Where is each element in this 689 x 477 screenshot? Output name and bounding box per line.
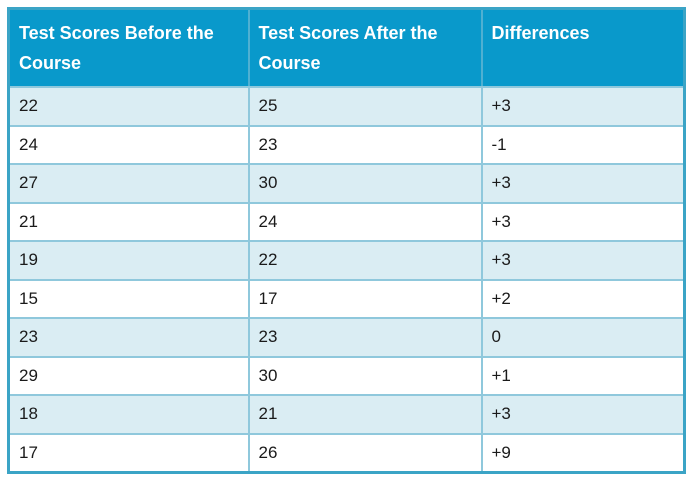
cell-after-score: 24: [247, 201, 483, 242]
cell-before-score: 17: [7, 432, 250, 473]
cell-before-score: 15: [7, 278, 250, 319]
cell-difference: 0: [480, 317, 686, 358]
cell-after-score: 26: [247, 432, 483, 473]
cell-before-score: 19: [7, 240, 250, 281]
cell-after-score: 23: [247, 317, 483, 358]
table-row: 18 21 +3: [7, 394, 686, 435]
cell-after-score: 30: [247, 163, 483, 204]
cell-difference: +9: [480, 432, 686, 473]
column-header-after-scores: Test Scores After the Course: [247, 7, 483, 88]
cell-difference: +3: [480, 394, 686, 435]
scores-table: Test Scores Before the Course Test Score…: [7, 7, 686, 474]
cell-difference: +3: [480, 163, 686, 204]
table-row: 22 25 +3: [7, 86, 686, 127]
table-row: 24 23 -1: [7, 124, 686, 165]
table-row: 21 24 +3: [7, 201, 686, 242]
cell-difference: +3: [480, 86, 686, 127]
cell-after-score: 22: [247, 240, 483, 281]
header-row: Test Scores Before the Course Test Score…: [7, 7, 686, 88]
test-scores-table: Test Scores Before the Course Test Score…: [7, 7, 686, 474]
cell-before-score: 18: [7, 394, 250, 435]
cell-after-score: 17: [247, 278, 483, 319]
cell-after-score: 30: [247, 355, 483, 396]
table-row: 19 22 +3: [7, 240, 686, 281]
table-row: 29 30 +1: [7, 355, 686, 396]
cell-difference: +3: [480, 201, 686, 242]
table-header: Test Scores Before the Course Test Score…: [7, 7, 686, 88]
cell-difference: -1: [480, 124, 686, 165]
table-row: 15 17 +2: [7, 278, 686, 319]
cell-before-score: 23: [7, 317, 250, 358]
cell-after-score: 21: [247, 394, 483, 435]
column-header-before-scores: Test Scores Before the Course: [7, 7, 250, 88]
column-header-differences: Differences: [480, 7, 686, 88]
cell-before-score: 21: [7, 201, 250, 242]
cell-before-score: 29: [7, 355, 250, 396]
table-body: 22 25 +3 24 23 -1 27 30 +3 21 24 +3 19 22 +3 15 17 +2 23 23…: [7, 86, 686, 473]
cell-before-score: 24: [7, 124, 250, 165]
cell-after-score: 23: [247, 124, 483, 165]
cell-after-score: 25: [247, 86, 483, 127]
table-row: 23 23 0: [7, 317, 686, 358]
cell-difference: +1: [480, 355, 686, 396]
cell-before-score: 22: [7, 86, 250, 127]
cell-difference: +3: [480, 240, 686, 281]
table-row: 27 30 +3: [7, 163, 686, 204]
table-row: 17 26 +9: [7, 432, 686, 473]
cell-difference: +2: [480, 278, 686, 319]
cell-before-score: 27: [7, 163, 250, 204]
